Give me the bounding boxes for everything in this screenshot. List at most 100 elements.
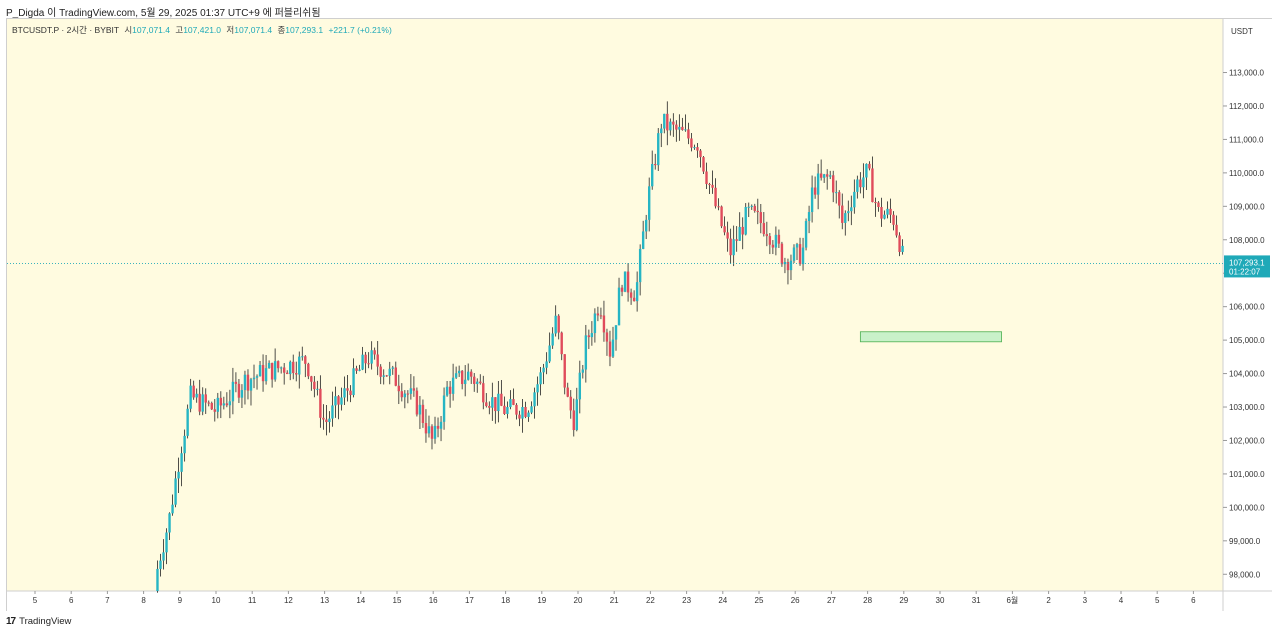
candle-body: [292, 361, 295, 374]
time-tick-label: 16: [429, 596, 438, 605]
time-tick-label: 6: [1191, 596, 1196, 605]
candle-body: [735, 239, 738, 241]
candle-body: [460, 370, 464, 385]
price-axis-background: [1223, 19, 1272, 591]
candle-body: [370, 350, 373, 364]
candle-body: [473, 376, 476, 384]
candle-body: [753, 205, 756, 211]
candle-body: [539, 372, 542, 385]
candle-body: [762, 223, 766, 235]
price-axis[interactable]: USDT 113,000.0 112,000.0 111,000.0 110,000.0…: [1223, 27, 1270, 579]
candle-body: [340, 397, 343, 405]
price-tick-label: 99,000.0: [1229, 537, 1261, 546]
footer-brand[interactable]: TradingView: [19, 616, 72, 627]
time-tick-label: 28: [863, 596, 872, 605]
tradingview-logo-icon[interactable]: 17: [6, 616, 16, 627]
candle-body: [307, 363, 310, 377]
candle-body: [844, 213, 847, 223]
candle-body: [204, 394, 207, 403]
candle-body: [201, 394, 204, 412]
candle-body: [406, 393, 410, 395]
candle-body: [732, 239, 735, 256]
price-tick-label: 101,000.0: [1229, 470, 1265, 479]
candle-body: [198, 393, 201, 412]
candle-body: [258, 365, 262, 377]
candle-body: [249, 379, 253, 391]
legend-symbol[interactable]: BTCUSDT.P · 2시간 · BYBIT: [12, 25, 119, 35]
time-tick-label: 13: [320, 596, 329, 605]
candle-body: [295, 373, 298, 375]
candle-body: [675, 124, 678, 130]
candle-body: [180, 453, 183, 472]
candle-body: [838, 192, 841, 206]
candle-body: [521, 407, 524, 419]
candle-body: [590, 333, 594, 338]
time-tick-label: 12: [284, 596, 293, 605]
candle-body: [741, 226, 744, 235]
candle-body: [617, 287, 621, 326]
candle-body: [813, 187, 817, 195]
candle-body: [822, 174, 826, 178]
candle-body: [702, 157, 705, 172]
candle-body: [219, 397, 223, 406]
candle-body: [186, 408, 189, 436]
candle-body: [355, 368, 358, 371]
candle-body: [801, 247, 805, 265]
currency-label[interactable]: USDT: [1231, 27, 1253, 36]
candle-body: [807, 212, 811, 222]
legend-high: 107,421.0: [183, 25, 222, 35]
time-tick-label: 7: [105, 596, 110, 605]
candle-body: [195, 393, 198, 398]
candle-body: [388, 368, 391, 376]
candle-body: [819, 173, 823, 178]
candle-body: [337, 396, 340, 405]
candle-body: [756, 210, 759, 213]
candle-body: [418, 404, 422, 415]
candle-body: [654, 164, 657, 166]
candle-body: [717, 206, 720, 208]
candle-body: [880, 207, 883, 219]
candle-body: [273, 361, 277, 380]
candle-body: [545, 361, 548, 368]
candle-body: [289, 361, 292, 375]
candle-body: [726, 232, 729, 239]
time-tick-label: 17: [465, 596, 474, 605]
candle-body: [883, 214, 886, 219]
last-price-tag: [1224, 255, 1270, 278]
time-axis[interactable]: 5 6 7 8 9 10 11 12 13 14 15 16 17 18 19 20 21 22 23 24 25 26 2…: [33, 591, 1196, 605]
candle-body: [647, 186, 651, 220]
candle-body: [210, 402, 213, 410]
time-tick-label: 6: [69, 596, 74, 605]
candle-body: [835, 192, 838, 194]
candle-body: [379, 366, 382, 377]
candle-body: [252, 377, 256, 380]
candle-body: [841, 205, 844, 223]
candle-body: [331, 405, 334, 419]
bar-countdown: 01:22:07: [1229, 267, 1261, 276]
legend-open: 107,071.4: [132, 25, 170, 35]
price-tick-label: 106,000.0: [1229, 303, 1265, 312]
candle-body: [168, 513, 171, 533]
candle-body: [313, 381, 316, 390]
candle-body: [162, 552, 165, 561]
candle-body: [678, 126, 681, 130]
candle-body: [506, 407, 509, 414]
candle-body: [536, 384, 539, 393]
candle-body: [246, 374, 250, 391]
candle-body: [470, 371, 473, 377]
candle-body: [768, 236, 772, 245]
time-tick-label: 31: [972, 596, 981, 605]
candle-body: [282, 367, 286, 373]
candle-body: [403, 393, 407, 398]
candle-body: [551, 333, 554, 346]
legend-close-label: 종: [277, 25, 286, 35]
candle-body: [412, 388, 416, 391]
candle-body: [171, 504, 174, 514]
candle-body: [608, 341, 612, 357]
support-zone-box[interactable]: [859, 331, 1002, 343]
candle-body: [476, 381, 479, 384]
candle-body: [361, 354, 364, 370]
candle-body: [231, 381, 235, 402]
time-tick-label: 8: [141, 596, 146, 605]
